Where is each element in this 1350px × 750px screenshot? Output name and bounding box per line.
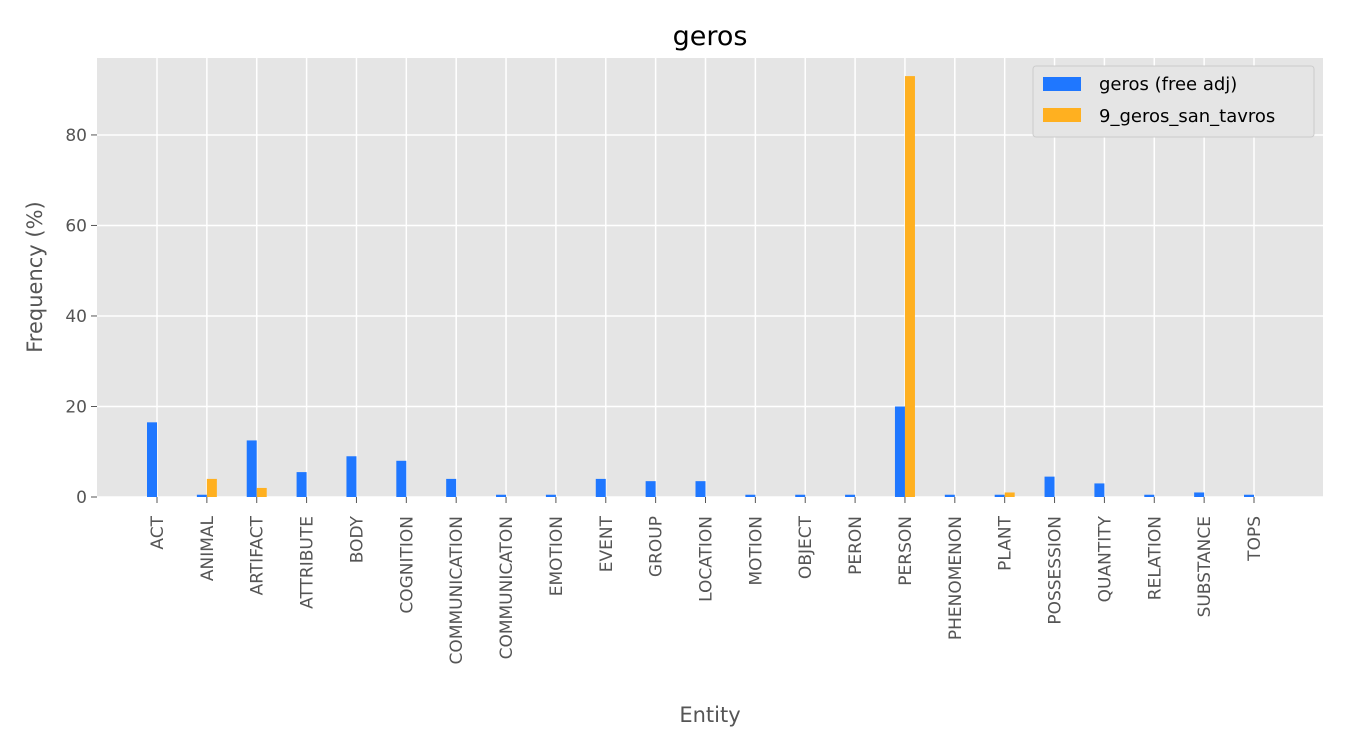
x-tick-label-group: GROUP (647, 516, 667, 577)
legend-box (1032, 65, 1315, 138)
y-tick-label: 80 (65, 126, 87, 146)
chart-title: geros (673, 21, 748, 52)
bar-geros-free-adj-animal (196, 494, 207, 497)
bar-geros-free-adj-phenomenon (944, 494, 955, 497)
x-tick-label-artifact: ARTIFACT (248, 515, 268, 595)
bar-geros-free-adj-body (346, 456, 357, 497)
legend-label-9-geros-san-tavros: 9_geros_san_tavros (1099, 106, 1275, 127)
bar-geros-free-adj-person (894, 406, 905, 497)
x-tick-label-plant: PLANT (996, 515, 1016, 570)
bar-geros-free-adj-object (795, 494, 806, 497)
x-tick-label-person: PERSON (896, 516, 916, 586)
x-tick-label-location: LOCATION (697, 516, 717, 602)
x-tick-label-emotion: EMOTION (547, 516, 567, 596)
x-tick-label-communication: COMMUNICATION (447, 516, 467, 664)
bars (147, 76, 1254, 498)
x-tick-label-possession: POSSESSION (1046, 516, 1066, 625)
legend-swatch-geros-free-adj (1043, 77, 1081, 91)
x-tick-label-peron: PERON (846, 516, 866, 575)
bar-geros-free-adj-motion (745, 494, 756, 497)
x-tick-label-cognition: COGNITION (397, 516, 417, 614)
x-tick-label-phenomenon: PHENOMENON (946, 516, 966, 640)
bar-geros-free-adj-cognition (396, 460, 407, 497)
x-tick-label-event: EVENT (597, 515, 617, 572)
bar-geros-free-adj-communication (446, 478, 457, 497)
bar-9-geros-san-tavros-artifact (256, 487, 267, 497)
x-tick-label-quantity: QUANTITY (1095, 515, 1115, 602)
x-axis-ticks: ACT ANIMAL ARTIFACT ATTRIBUTE BODY COGNITION C… (148, 497, 1265, 664)
bar-geros-free-adj-communicaton (496, 494, 507, 497)
bar-geros-free-adj-event (595, 478, 606, 497)
bar-geros-free-adj-group (645, 481, 656, 497)
y-tick-label: 0 (76, 488, 87, 508)
bar-geros-free-adj-act (147, 422, 157, 497)
y-axis-label: Frequency (%) (23, 201, 47, 353)
x-tick-label-communicaton: COMMUNICATON (497, 516, 517, 659)
bar-geros-free-adj-possession (1044, 476, 1055, 497)
legend-label-geros-free-adj: geros (free adj) (1099, 74, 1237, 95)
x-tick-label-act: ACT (148, 515, 168, 549)
bar-geros-free-adj-plant (994, 494, 1005, 497)
legend-swatch-9-geros-san-tavros (1043, 108, 1081, 122)
bar-9-geros-san-tavros-plant (1004, 492, 1015, 497)
y-tick-label: 40 (65, 307, 87, 327)
bar-geros-free-adj-peron (845, 494, 856, 497)
bar-geros-free-adj-location (695, 481, 706, 497)
x-tick-label-motion: MOTION (746, 516, 766, 586)
x-axis-label: Entity (679, 703, 740, 727)
x-tick-label-object: OBJECT (796, 515, 816, 579)
bar-9-geros-san-tavros-animal (206, 478, 217, 497)
x-tick-label-body: BODY (347, 515, 367, 563)
x-tick-label-animal: ANIMAL (198, 515, 218, 581)
bar-geros-free-adj-relation (1144, 494, 1155, 497)
legend: geros (free adj) 9_geros_san_tavros (1032, 65, 1315, 138)
bar-9-geros-san-tavros-person (904, 76, 915, 498)
y-tick-label: 20 (65, 397, 87, 417)
bar-geros-free-adj-substance (1194, 492, 1205, 497)
bar-geros-free-adj-attribute (296, 472, 307, 497)
x-tick-label-relation: RELATION (1145, 516, 1165, 600)
x-tick-label-attribute: ATTRIBUTE (298, 516, 318, 609)
y-tick-label: 60 (65, 216, 87, 236)
x-tick-label-tops: TOPS (1245, 516, 1265, 562)
y-axis-ticks: 0 20 40 60 80 (65, 126, 97, 508)
bar-geros-free-adj-artifact (246, 440, 257, 497)
gridlines (97, 58, 1323, 498)
bar-geros-free-adj-tops (1244, 494, 1254, 497)
x-tick-label-substance: SUBSTANCE (1195, 516, 1215, 617)
bar-geros-free-adj-emotion (545, 494, 556, 497)
bar-geros-free-adj-quantity (1094, 483, 1105, 497)
